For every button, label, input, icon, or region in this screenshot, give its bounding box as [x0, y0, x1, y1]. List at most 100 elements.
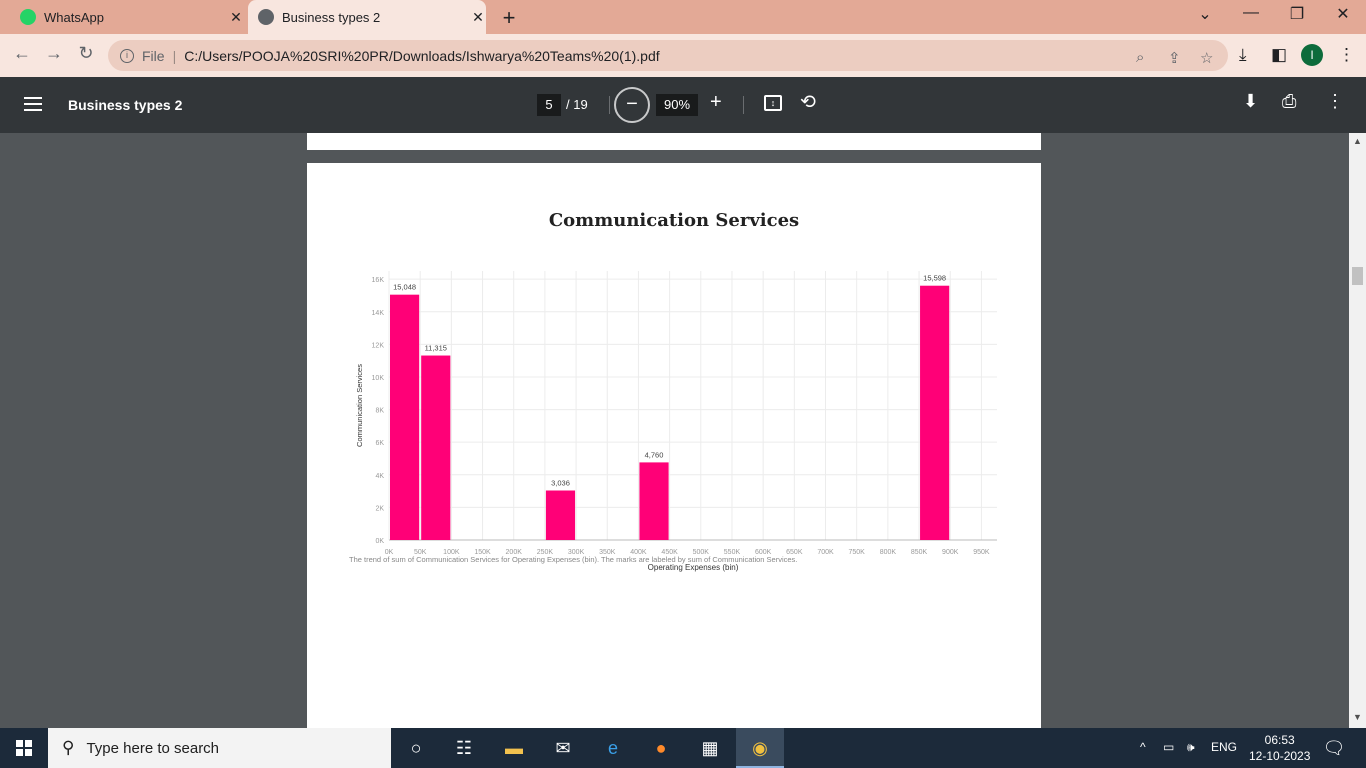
- hamburger-menu-icon[interactable]: [24, 97, 42, 115]
- download-icon[interactable]: ⬇: [1243, 91, 1259, 111]
- profile-avatar[interactable]: I: [1301, 44, 1323, 66]
- x-tick-label: 100K: [443, 549, 460, 556]
- taskbar: ⚲ Type here to search ○ ☷ ▬ ✉ e ● ▦ ◉ ^ …: [0, 728, 1366, 768]
- zoom-in-button[interactable]: +: [710, 91, 722, 113]
- bar: [421, 355, 451, 540]
- y-tick-label: 14K: [372, 310, 385, 317]
- scrollbar[interactable]: ▲ ▼: [1349, 133, 1366, 728]
- divider: [609, 96, 610, 114]
- x-tick-label: 550K: [724, 549, 741, 556]
- x-tick-label: 800K: [880, 549, 897, 556]
- tab-business-types[interactable]: Business types 2 ✕: [248, 0, 486, 34]
- y-axis-title: Communication Services: [355, 364, 364, 447]
- chrome-icon: ◉: [752, 738, 768, 758]
- cortana-icon[interactable]: ○: [410, 738, 422, 758]
- task-view-icon[interactable]: ☷: [455, 738, 473, 758]
- scroll-thumb[interactable]: [1352, 267, 1363, 285]
- taskbar-search-input[interactable]: ⚲ Type here to search: [48, 728, 391, 768]
- reload-button[interactable]: ↻: [78, 43, 94, 63]
- page-total: / 19: [566, 97, 588, 112]
- x-axis-title: Operating Expenses (bin): [648, 563, 739, 572]
- x-tick-label: 0K: [385, 549, 394, 556]
- bar: [390, 294, 420, 540]
- browser-toolbar: ← → ↻ i File | C:/Users/POOJA%20SRI%20PR…: [0, 34, 1366, 77]
- tab-strip: WhatsApp ✕ Business types 2 ✕ + ⌄ — ❐ ✕: [0, 0, 1366, 34]
- bar: [639, 462, 669, 540]
- pdf-toolbar: Business types 2 5 / 19 − 90% + ↕ ⟲ ⬇ ⎙ …: [0, 77, 1366, 133]
- restore-button[interactable]: ❐: [1289, 6, 1305, 23]
- y-tick-label: 2K: [375, 505, 384, 512]
- data-label: 15,598: [923, 274, 946, 283]
- print-icon[interactable]: ⎙: [1282, 91, 1297, 111]
- x-tick-label: 750K: [849, 549, 866, 556]
- battery-icon[interactable]: ▭: [1163, 740, 1175, 754]
- x-tick-label: 700K: [817, 549, 834, 556]
- bar: [545, 490, 576, 540]
- x-tick-label: 450K: [661, 549, 678, 556]
- scroll-up-arrow-icon[interactable]: ▲: [1353, 136, 1362, 146]
- page-number-input[interactable]: 5: [537, 94, 561, 116]
- whatsapp-icon: [20, 9, 36, 25]
- zoom-out-button[interactable]: −: [614, 87, 650, 123]
- notifications-icon[interactable]: 🗨: [1322, 738, 1346, 758]
- x-tick-label: 650K: [786, 549, 803, 556]
- edge-icon[interactable]: e: [607, 738, 618, 758]
- clock-date: 12-10-2023: [1249, 749, 1311, 763]
- rotate-icon[interactable]: ⟲: [800, 92, 816, 113]
- chart-title: Communication Services: [548, 210, 800, 231]
- address-bar[interactable]: i File | C:/Users/POOJA%20SRI%20PR/Downl…: [108, 40, 1228, 71]
- data-label: 4,760: [645, 450, 664, 459]
- pdf-page: Communication Services 0K 2K 4K 6K 8K 10K 12K 1…: [307, 163, 1041, 728]
- scheme-label: File: [142, 47, 165, 64]
- y-tick-label: 8K: [375, 408, 384, 415]
- x-tick-label: 500K: [693, 549, 710, 556]
- x-tick-label: 400K: [630, 549, 647, 556]
- y-tick-label: 4K: [375, 473, 384, 480]
- mail-icon[interactable]: ✉: [555, 738, 571, 758]
- chrome-taskbar-button[interactable]: ◉: [736, 728, 784, 768]
- url-text[interactable]: C:/Users/POOJA%20SRI%20PR/Downloads/Ishw…: [184, 47, 660, 64]
- x-tick-label: 600K: [755, 549, 772, 556]
- globe-icon: [258, 9, 274, 25]
- downloads-icon[interactable]: ⤓: [1239, 45, 1247, 64]
- bookmark-star-icon[interactable]: ☆: [1200, 50, 1214, 67]
- windows-start-icon[interactable]: [16, 740, 32, 756]
- info-icon[interactable]: i: [120, 48, 134, 63]
- close-icon[interactable]: ✕: [472, 8, 484, 25]
- y-tick-label: 16K: [372, 277, 385, 284]
- zoom-level-input[interactable]: 90%: [656, 94, 698, 116]
- pdf-viewer[interactable]: Communication Services 0K 2K 4K 6K 8K 10K 12K 1…: [0, 133, 1366, 728]
- x-tick-label: 950K: [973, 549, 990, 556]
- kebab-menu-icon[interactable]: ⋮: [1338, 45, 1355, 64]
- minimize-button[interactable]: —: [1243, 4, 1259, 21]
- more-actions-icon[interactable]: ⋮: [1326, 91, 1344, 111]
- new-tab-button[interactable]: +: [502, 5, 516, 30]
- volume-icon[interactable]: 🕪: [1187, 740, 1195, 754]
- y-tick-label: 0K: [375, 538, 384, 545]
- file-explorer-icon[interactable]: ▬: [505, 738, 523, 758]
- x-tick-label: 200K: [506, 549, 523, 556]
- firefox-icon[interactable]: ●: [655, 738, 667, 758]
- chevron-up-icon[interactable]: ^: [1140, 740, 1146, 754]
- fit-to-page-icon[interactable]: ↕: [764, 95, 782, 111]
- bar: [920, 285, 950, 540]
- close-window-button[interactable]: ✕: [1336, 6, 1350, 23]
- zoom-icon[interactable]: ⌕: [1136, 49, 1145, 66]
- side-panel-icon[interactable]: ◧: [1271, 45, 1288, 64]
- tab-title: Business types 2: [282, 9, 381, 25]
- search-icon: ⚲: [62, 738, 75, 757]
- close-icon[interactable]: ✕: [230, 8, 242, 25]
- data-label: 3,036: [551, 479, 570, 488]
- store-icon[interactable]: ▦: [701, 738, 719, 758]
- scroll-down-arrow-icon[interactable]: ▼: [1353, 712, 1362, 722]
- tab-whatsapp[interactable]: WhatsApp ✕: [12, 0, 244, 34]
- clock[interactable]: 06:53 12-10-2023: [1249, 732, 1310, 764]
- tab-title: WhatsApp: [44, 9, 104, 25]
- language-indicator[interactable]: ENG: [1211, 740, 1238, 754]
- x-tick-label: 250K: [537, 549, 554, 556]
- share-icon[interactable]: ⇪: [1168, 50, 1181, 67]
- chart-caption: The trend of sum of Communication Servic…: [349, 555, 798, 564]
- tab-search-icon[interactable]: ⌄: [1198, 6, 1212, 23]
- forward-button[interactable]: →: [45, 43, 63, 63]
- back-button[interactable]: ←: [13, 43, 31, 63]
